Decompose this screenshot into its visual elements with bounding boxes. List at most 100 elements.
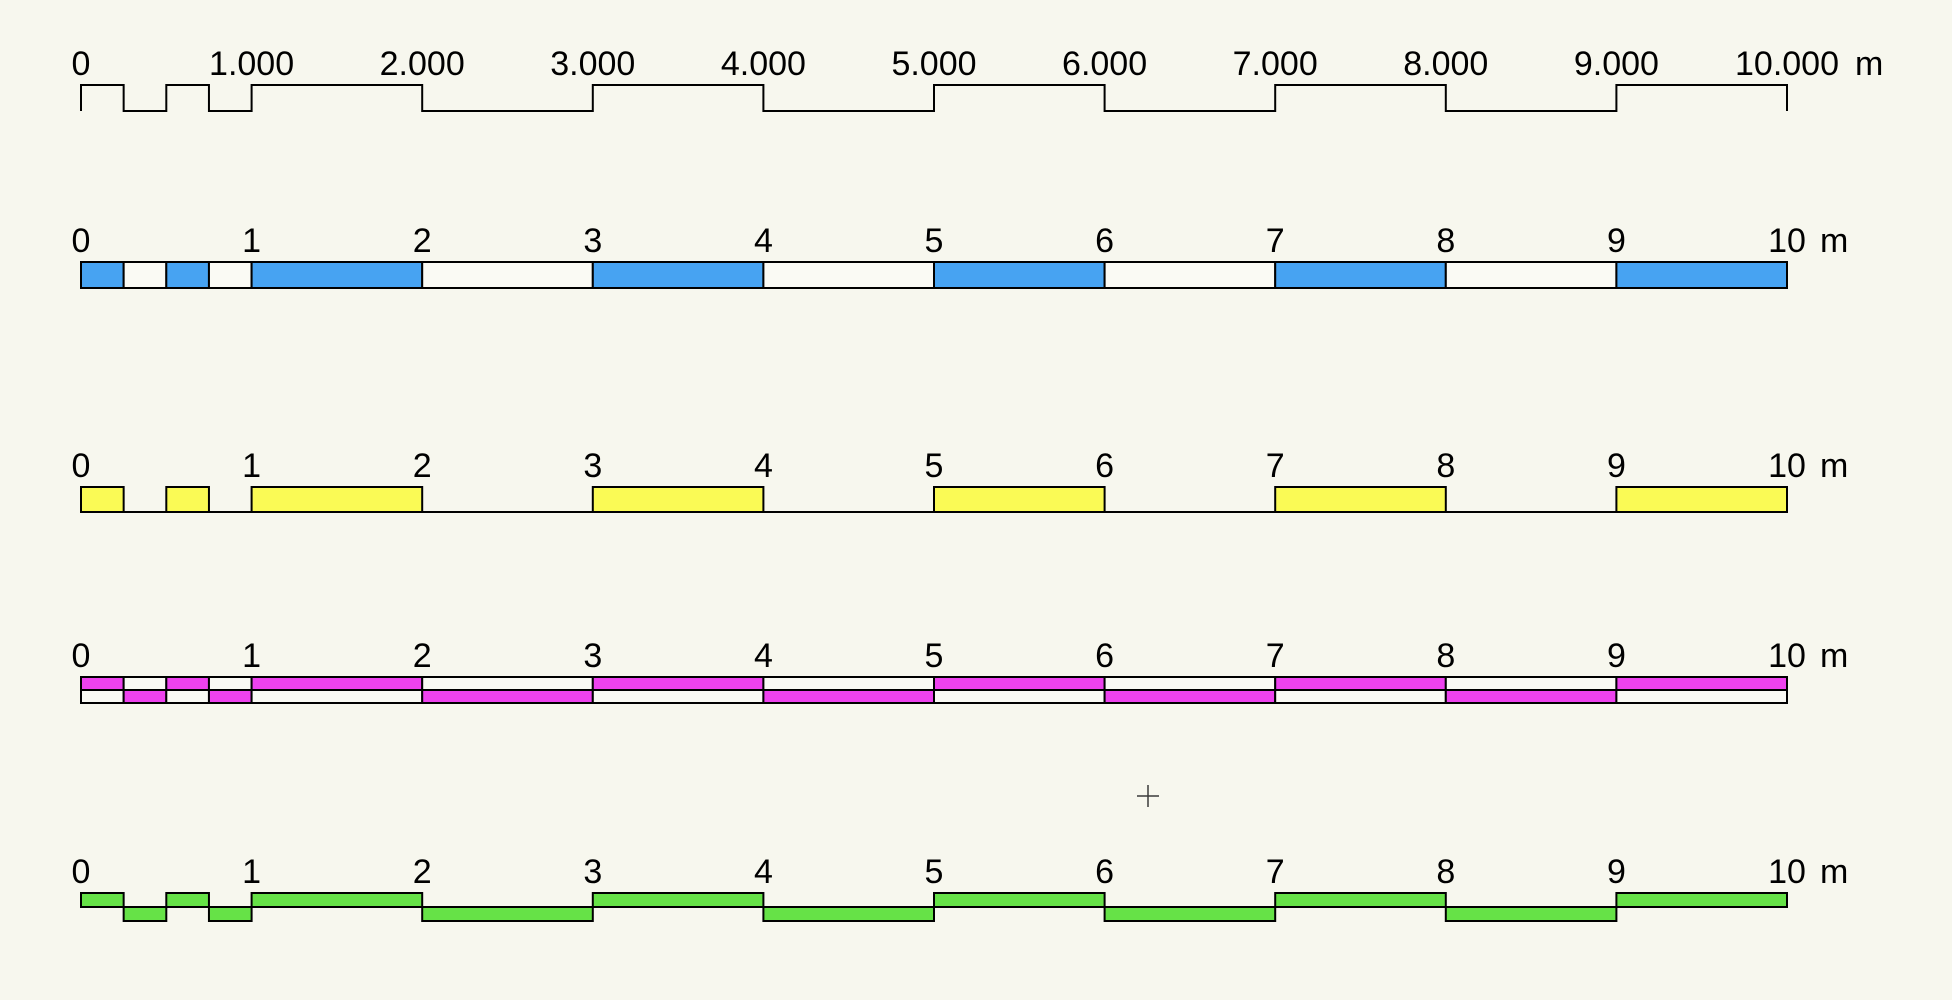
scalebar-stepped-boxes-green-tick-label-8: 8 <box>1436 853 1455 891</box>
scalebar-single-box-blue-tick-label-8: 8 <box>1436 222 1455 260</box>
scalebar-double-box-magenta-bottom-cell <box>591 689 765 704</box>
scalebar-single-box-blue-segment <box>421 261 594 289</box>
scalebar-stepped-boxes-green-tick-label-5: 5 <box>925 853 944 891</box>
scalebar-line-ticks-tick-label-5: 5.000 <box>891 45 976 83</box>
scalebar-double-box-magenta-unit-label: m <box>1820 637 1848 675</box>
scalebar-stepped-boxes-green-segment <box>122 906 168 922</box>
scalebar-single-box-blue-segment <box>1615 261 1789 289</box>
scalebar-line-ticks-tick-label-9: 9.000 <box>1574 45 1659 83</box>
scalebar-single-box-blue-segment <box>207 261 253 289</box>
scalebar-single-box-blue-segment <box>1274 261 1447 289</box>
scalebar-stepped-boxes-green-segment <box>207 906 253 922</box>
scalebar-baseline-boxes-yellow-tick-label-0: 0 <box>72 447 91 485</box>
scalebar-baseline-boxes-yellow-segment <box>80 486 125 513</box>
scalebar-line-ticks-tick-label-8: 8.000 <box>1403 45 1488 83</box>
scalebar-double-box-magenta-top-cell <box>80 676 125 691</box>
scalebar-stepped-boxes-green-segment <box>80 892 125 908</box>
scalebar-double-box-magenta-top-cell <box>591 676 765 691</box>
scalebar-double-box-magenta-top-cell <box>165 676 210 691</box>
scalebar-stepped-boxes-green-segment <box>421 906 594 922</box>
scalebar-double-box-magenta-bottom-cell <box>421 689 594 704</box>
scalebar-stepped-boxes-green-segment <box>933 892 1106 908</box>
scalebar-single-box-blue-segment <box>1103 261 1277 289</box>
scalebar-double-box-magenta-bottom-cell <box>207 689 253 704</box>
scalebar-double-box-magenta-top-cell <box>122 676 168 691</box>
scalebar-single-box-blue-segment <box>80 261 125 289</box>
scalebar-single-box-blue-tick-label-3: 3 <box>583 222 602 260</box>
scalebar-baseline-boxes-yellow-tick-label-1: 1 <box>242 447 261 485</box>
scalebar-baseline-boxes-yellow-segment <box>1615 486 1789 513</box>
scalebar-single-box-blue-segment <box>1444 261 1618 289</box>
scalebar-baseline-boxes-yellow-tick-label-5: 5 <box>925 447 944 485</box>
scalebar-stepped-boxes-green-tick-label-10: 10 <box>1768 853 1806 891</box>
scalebar-line-ticks: 0 1.000 2.000 3.000 4.000 5.000 6.000 7.000 8.00… <box>72 45 1883 112</box>
scalebar-baseline-boxes-yellow: 0 1 2 3 4 5 6 7 8 9 10 m <box>72 447 1848 513</box>
scalebar-double-box-magenta-bottom-cell <box>762 689 936 704</box>
scalebar-single-box-blue-unit-label: m <box>1820 222 1848 260</box>
scalebar-stepped-boxes-green-segment <box>1274 892 1447 908</box>
scalebar-double-box-magenta-top-cell <box>1444 676 1618 691</box>
scalebar-double-box-magenta-bottom-cell <box>250 689 424 704</box>
scalebar-double-box-magenta-top-cell <box>421 676 594 691</box>
scalebar-line-ticks-tick-label-7: 7.000 <box>1233 45 1318 83</box>
scalebar-double-box-magenta-tick-label-6: 6 <box>1095 637 1114 675</box>
scalebar-single-box-blue-tick-label-9: 9 <box>1607 222 1626 260</box>
scalebar-double-box-magenta-bottom-cell <box>122 689 168 704</box>
scalebar-baseline-boxes-yellow-tick-label-4: 4 <box>754 447 773 485</box>
scalebar-baseline-boxes-yellow-tick-label-10: 10 <box>1768 447 1806 485</box>
scalebar-stepped-boxes-green-tick-label-3: 3 <box>583 853 602 891</box>
scalebar-stepped-boxes-green-segment <box>1444 906 1618 922</box>
scalebar-baseline-boxes-yellow-tick-label-7: 7 <box>1266 447 1285 485</box>
scalebar-single-box-blue-segment <box>762 261 936 289</box>
scalebar-stepped-boxes-green-segment <box>762 906 936 922</box>
scalebar-stepped-boxes-green-tick-label-1: 1 <box>242 853 261 891</box>
scalebar-stepped-boxes-green-tick-label-9: 9 <box>1607 853 1626 891</box>
scalebar-double-box-magenta: 0 1 2 3 4 5 6 7 8 9 10 m <box>72 637 1848 704</box>
scalebar-line-ticks-tick-label-4: 4.000 <box>721 45 806 83</box>
scalebar-double-box-magenta-tick-label-8: 8 <box>1436 637 1455 675</box>
scalebar-stepped-boxes-green-segment <box>250 892 424 908</box>
scalebar-double-box-magenta-top-cell <box>1274 676 1447 691</box>
scalebar-double-box-magenta-bottom-cell <box>80 689 125 704</box>
scalebar-stepped-boxes-green-tick-label-0: 0 <box>72 853 91 891</box>
scalebar-stepped-boxes-green-tick-label-2: 2 <box>413 853 432 891</box>
scalebar-single-box-blue-tick-label-6: 6 <box>1095 222 1114 260</box>
scalebar-single-box-blue-segment <box>250 261 424 289</box>
scalebar-line-ticks-tick-label-2: 2.000 <box>380 45 465 83</box>
scalebar-line-ticks-tick-label-6: 6.000 <box>1062 45 1147 83</box>
scalebar-line-ticks-tick-label-3: 3.000 <box>550 45 635 83</box>
scalebar-line-ticks-line <box>80 84 1788 112</box>
scalebar-single-box-blue-segment <box>591 261 765 289</box>
scalebar-double-box-magenta-tick-label-1: 1 <box>242 637 261 675</box>
scalebar-stepped-boxes-green-segment <box>1615 892 1789 908</box>
scalebar-baseline-boxes-yellow-tick-label-2: 2 <box>413 447 432 485</box>
scalebar-single-box-blue-tick-label-10: 10 <box>1768 222 1806 260</box>
scalebar-single-box-blue-tick-label-4: 4 <box>754 222 773 260</box>
scalebar-double-box-magenta-tick-label-5: 5 <box>925 637 944 675</box>
scalebar-double-box-magenta-top-cell <box>1615 676 1789 691</box>
scalebar-stepped-boxes-green-segment <box>1103 906 1277 922</box>
scalebar-baseline-boxes-yellow-tick-label-8: 8 <box>1436 447 1455 485</box>
scalebar-baseline-boxes-yellow-segment <box>933 486 1106 513</box>
scalebar-single-box-blue-segment <box>933 261 1106 289</box>
scalebar-double-box-magenta-bottom-cell <box>1103 689 1277 704</box>
scalebar-double-box-magenta-bottom-cell <box>933 689 1106 704</box>
scalebar-double-box-magenta-tick-label-2: 2 <box>413 637 432 675</box>
scalebar-double-box-magenta-tick-label-4: 4 <box>754 637 773 675</box>
scalebar-line-ticks-tick-label-10: 10.000 <box>1735 45 1839 83</box>
scalebar-double-box-magenta-top-cell <box>1103 676 1277 691</box>
scalebar-double-box-magenta-tick-label-0: 0 <box>72 637 91 675</box>
scalebar-single-box-blue: 0 1 2 3 4 5 6 7 8 9 10 m <box>72 222 1848 289</box>
scalebar-double-box-magenta-bottom-cell <box>1274 689 1447 704</box>
scalebar-double-box-magenta-top-cell <box>762 676 936 691</box>
scalebar-double-box-magenta-bottom-cell <box>1444 689 1618 704</box>
scalebar-double-box-magenta-top-cell <box>207 676 253 691</box>
scalebar-baseline-boxes-yellow-segment <box>1274 486 1447 513</box>
scalebar-double-box-magenta-top-cell <box>250 676 424 691</box>
scalebar-double-box-magenta-bottom-cell <box>165 689 210 704</box>
scalebar-double-box-magenta-tick-label-9: 9 <box>1607 637 1626 675</box>
scalebar-double-box-magenta-tick-label-3: 3 <box>583 637 602 675</box>
scalebar-single-box-blue-tick-label-5: 5 <box>925 222 944 260</box>
